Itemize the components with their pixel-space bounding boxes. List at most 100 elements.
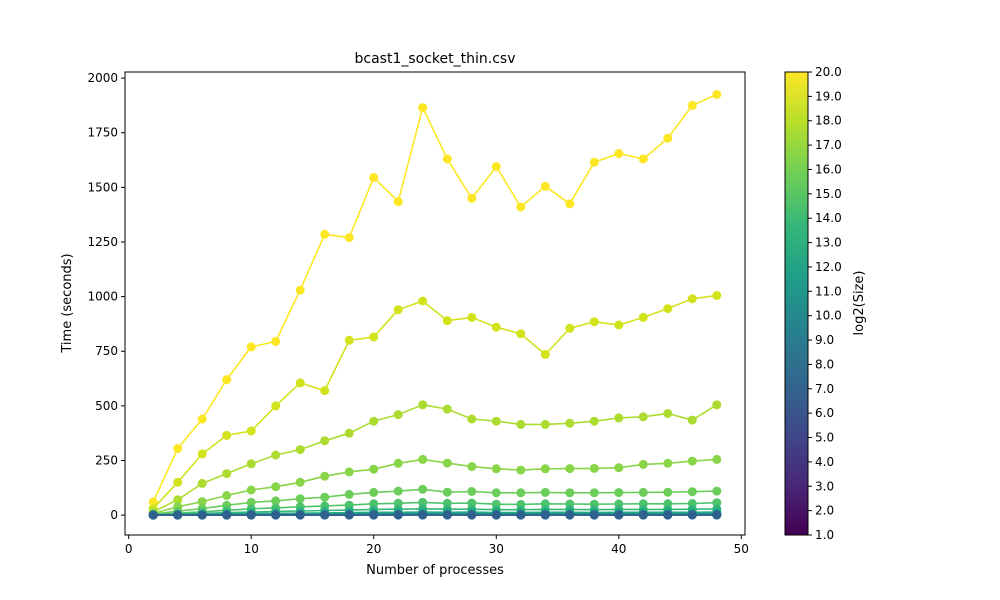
data-point [320,229,330,239]
data-point [418,510,428,520]
data-point [491,162,501,172]
x-axis-label: Number of processes [366,563,504,578]
data-point [516,419,526,429]
data-point [491,488,501,498]
y-tick-label: 750 [95,344,118,358]
data-point [344,510,354,520]
data-point [614,463,624,473]
data-point [687,100,697,110]
data-point [712,400,722,410]
data-point [442,458,452,468]
y-axis: 0 250 500 750 1000 1250 1500 1750 2000 [87,71,125,522]
data-point [222,469,232,479]
data-point [369,510,379,520]
colorbar [784,71,809,536]
data-point [540,510,550,520]
colorbar-tick-label: 13.0 [815,236,842,250]
y-tick-label: 1250 [87,235,118,249]
data-point [540,464,550,474]
series-line [152,93,718,503]
y-tick-label: 0 [110,508,118,522]
x-tick-label: 0 [125,542,133,556]
data-point [614,320,624,330]
data-point [246,459,256,469]
data-point [589,463,599,473]
data-point [712,498,722,508]
data-point [663,304,673,314]
data-point [369,416,379,426]
data-point [173,510,183,520]
data-point [540,350,550,359]
data-point [540,419,550,429]
colorbar-tick-label: 5.0 [815,431,834,445]
data-point [491,322,501,332]
series-line [152,458,717,515]
data-point [565,323,575,333]
data-point [467,414,477,424]
data-point [344,233,354,243]
colorbar-tick-label: 4.0 [815,455,834,469]
data-point [246,510,256,520]
colorbar-label: log2(Size) [852,271,867,336]
data-point [222,510,232,520]
data-point [295,445,305,455]
data-point [589,317,599,327]
data-point [418,103,428,113]
data-point [320,471,330,481]
data-point [271,510,281,520]
data-point [295,378,305,388]
colorbar-tick-label: 2.0 [815,504,834,518]
data-point [393,510,403,520]
data-point [442,404,452,414]
chart-title: bcast1_socket_thin.csv [355,51,516,67]
colorbar-tick-label: 8.0 [815,357,834,371]
colorbar-tick-label: 6.0 [815,406,834,420]
colorbar-tick-label: 18.0 [815,114,842,128]
data-point [246,485,256,495]
data-point [418,296,428,306]
data-point [638,312,648,322]
data-point [540,181,550,191]
data-point [467,312,477,322]
data-point [687,510,697,520]
data-point [442,154,452,164]
data-point [393,486,403,496]
data-point [393,305,403,315]
data-point [565,418,575,428]
data-point [173,444,183,453]
y-axis-label: Time (seconds) [60,253,75,353]
series-line [152,403,718,513]
data-point [663,133,673,143]
colorbar-tick-label: 1.0 [815,528,834,542]
data-point [491,464,501,474]
data-point [197,497,207,507]
data-point [344,428,354,438]
x-tick-label: 20 [366,542,381,556]
data-point [712,90,722,99]
data-point [712,291,722,300]
data-point [295,494,305,504]
data-point [148,497,158,507]
data-point [295,285,305,295]
data-point [320,492,330,502]
data-point [467,510,477,520]
series-7 [148,510,722,520]
data-point [687,294,697,304]
data-point [197,478,207,488]
data-point [565,199,575,209]
colorbar-tick-label: 17.0 [815,138,842,152]
colorbar-tick-label: 7.0 [815,382,834,396]
x-tick-label: 40 [611,542,626,556]
data-point [638,154,648,164]
series-line [152,294,717,510]
data-point [197,510,207,520]
series-18 [148,400,722,517]
series-17 [148,454,722,518]
data-point [320,386,330,396]
data-point [614,488,624,498]
data-point [369,487,379,497]
data-point [589,510,599,520]
data-point [467,462,477,472]
data-point [516,465,526,475]
